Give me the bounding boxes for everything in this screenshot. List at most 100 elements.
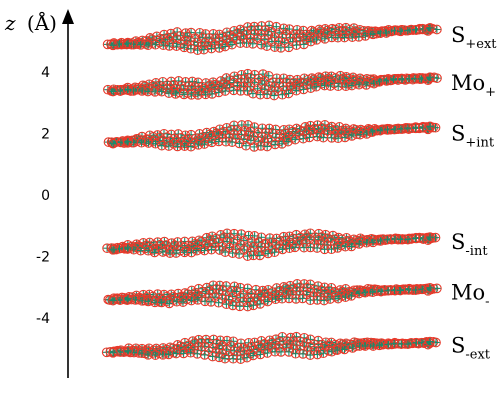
- atom-marker: [178, 297, 188, 307]
- atom-marker: [213, 297, 224, 308]
- atom-marker: [262, 41, 272, 51]
- layer-label-subscript: +ext: [465, 37, 497, 52]
- atom-marker: [220, 247, 231, 257]
- layer-label: S-ext: [451, 334, 491, 363]
- atom-marker: [425, 121, 435, 132]
- atom-marker: [277, 138, 287, 149]
- atom-marker: [248, 88, 258, 99]
- atom-marker: [332, 345, 343, 355]
- atom-marker: [129, 347, 139, 358]
- y-tick-label: -2: [36, 250, 50, 266]
- atom-marker: [291, 85, 302, 96]
- y-axis-label-var: z: [4, 11, 16, 35]
- atom-marker: [206, 43, 217, 54]
- atom-marker: [262, 141, 273, 152]
- atom-marker: [326, 244, 337, 255]
- atom-marker: [247, 38, 258, 49]
- atom-marker: [199, 44, 209, 55]
- atom-marker: [284, 243, 295, 254]
- atom-marker: [403, 234, 413, 245]
- atom-marker: [375, 125, 386, 136]
- atom-marker: [192, 294, 203, 305]
- atom-marker: [168, 86, 179, 96]
- atom-marker: [227, 39, 237, 50]
- atom-marker: [284, 347, 294, 357]
- atom-marker: [192, 348, 203, 359]
- atom-marker: [248, 350, 258, 361]
- atom-marker: [402, 25, 413, 36]
- layer-label-subscript: -ext: [465, 348, 490, 363]
- atom-marker: [248, 300, 259, 311]
- atom-marker: [425, 72, 435, 83]
- y-tick-label: -4: [36, 311, 50, 327]
- y-axis-arrowhead: [62, 9, 74, 24]
- atom-marker: [206, 244, 217, 255]
- atom-marker: [318, 132, 329, 143]
- atom-marker: [410, 24, 421, 35]
- atom-marker: [361, 129, 372, 139]
- y-ticks: 4 2 0 -2 -4: [36, 65, 50, 327]
- atom-marker: [339, 344, 350, 355]
- atom-marker: [383, 339, 393, 350]
- atom-marker: [269, 247, 280, 258]
- atom-marker: [123, 136, 133, 147]
- atom-marker: [369, 78, 379, 89]
- atom-marker: [425, 336, 435, 347]
- atom-marker: [311, 34, 322, 45]
- atom-marker: [277, 89, 288, 100]
- atom-marker: [361, 80, 372, 90]
- layer-label-subscript: +: [485, 85, 496, 100]
- layer-label-subscript: -int: [465, 244, 488, 259]
- atom-marker: [242, 86, 253, 96]
- atom-marker: [388, 74, 399, 85]
- atom-marker: [354, 288, 364, 299]
- atom-marker: [137, 86, 147, 96]
- atom-marker: [374, 76, 385, 87]
- atom-marker: [171, 41, 182, 51]
- atom-marker: [354, 239, 365, 249]
- atom-marker: [374, 340, 385, 351]
- atom-marker: [108, 347, 118, 358]
- atom-marker: [298, 133, 309, 144]
- atom-marker: [290, 242, 300, 253]
- atom-marker: [312, 243, 322, 253]
- atom-marker: [158, 40, 169, 50]
- atom-marker: [430, 122, 441, 133]
- layer-label-subscript: +int: [465, 136, 494, 151]
- y-axis: 4 2 0 -2 -4: [36, 9, 74, 378]
- atom-marker: [299, 39, 309, 50]
- atom-marker: [306, 36, 316, 47]
- atom-marker: [214, 352, 225, 363]
- atom-marker: [220, 86, 231, 96]
- atom-marker: [163, 349, 174, 360]
- atom-marker: [381, 76, 392, 86]
- atom-marker: [108, 86, 118, 97]
- atom-marker: [418, 122, 428, 133]
- atom-marker: [137, 348, 147, 359]
- atom-marker: [341, 81, 351, 92]
- atom-marker: [360, 31, 371, 41]
- atom-marker: [340, 292, 351, 302]
- atom-marker: [149, 247, 160, 258]
- y-tick-label: 0: [41, 188, 50, 204]
- atom-marker: [123, 84, 133, 95]
- atom-marker: [298, 349, 308, 359]
- atom-marker: [333, 81, 344, 92]
- atom-marker: [281, 342, 292, 352]
- atom-marker: [305, 83, 316, 93]
- atom-marker: [333, 293, 343, 304]
- atom-marker: [214, 245, 225, 255]
- atom-marker: [276, 347, 286, 357]
- atom-marker: [123, 38, 133, 49]
- atom-marker: [255, 349, 266, 360]
- layer-label: Mo+: [451, 71, 496, 100]
- atom-marker: [325, 294, 336, 304]
- atom-marker: [193, 90, 203, 100]
- atom-marker: [312, 349, 323, 360]
- y-axis-label: z (Å): [4, 10, 57, 35]
- atom-marker: [170, 89, 181, 99]
- atom-marker: [395, 285, 406, 296]
- atom-marker: [311, 81, 322, 92]
- atom-marker: [382, 234, 393, 245]
